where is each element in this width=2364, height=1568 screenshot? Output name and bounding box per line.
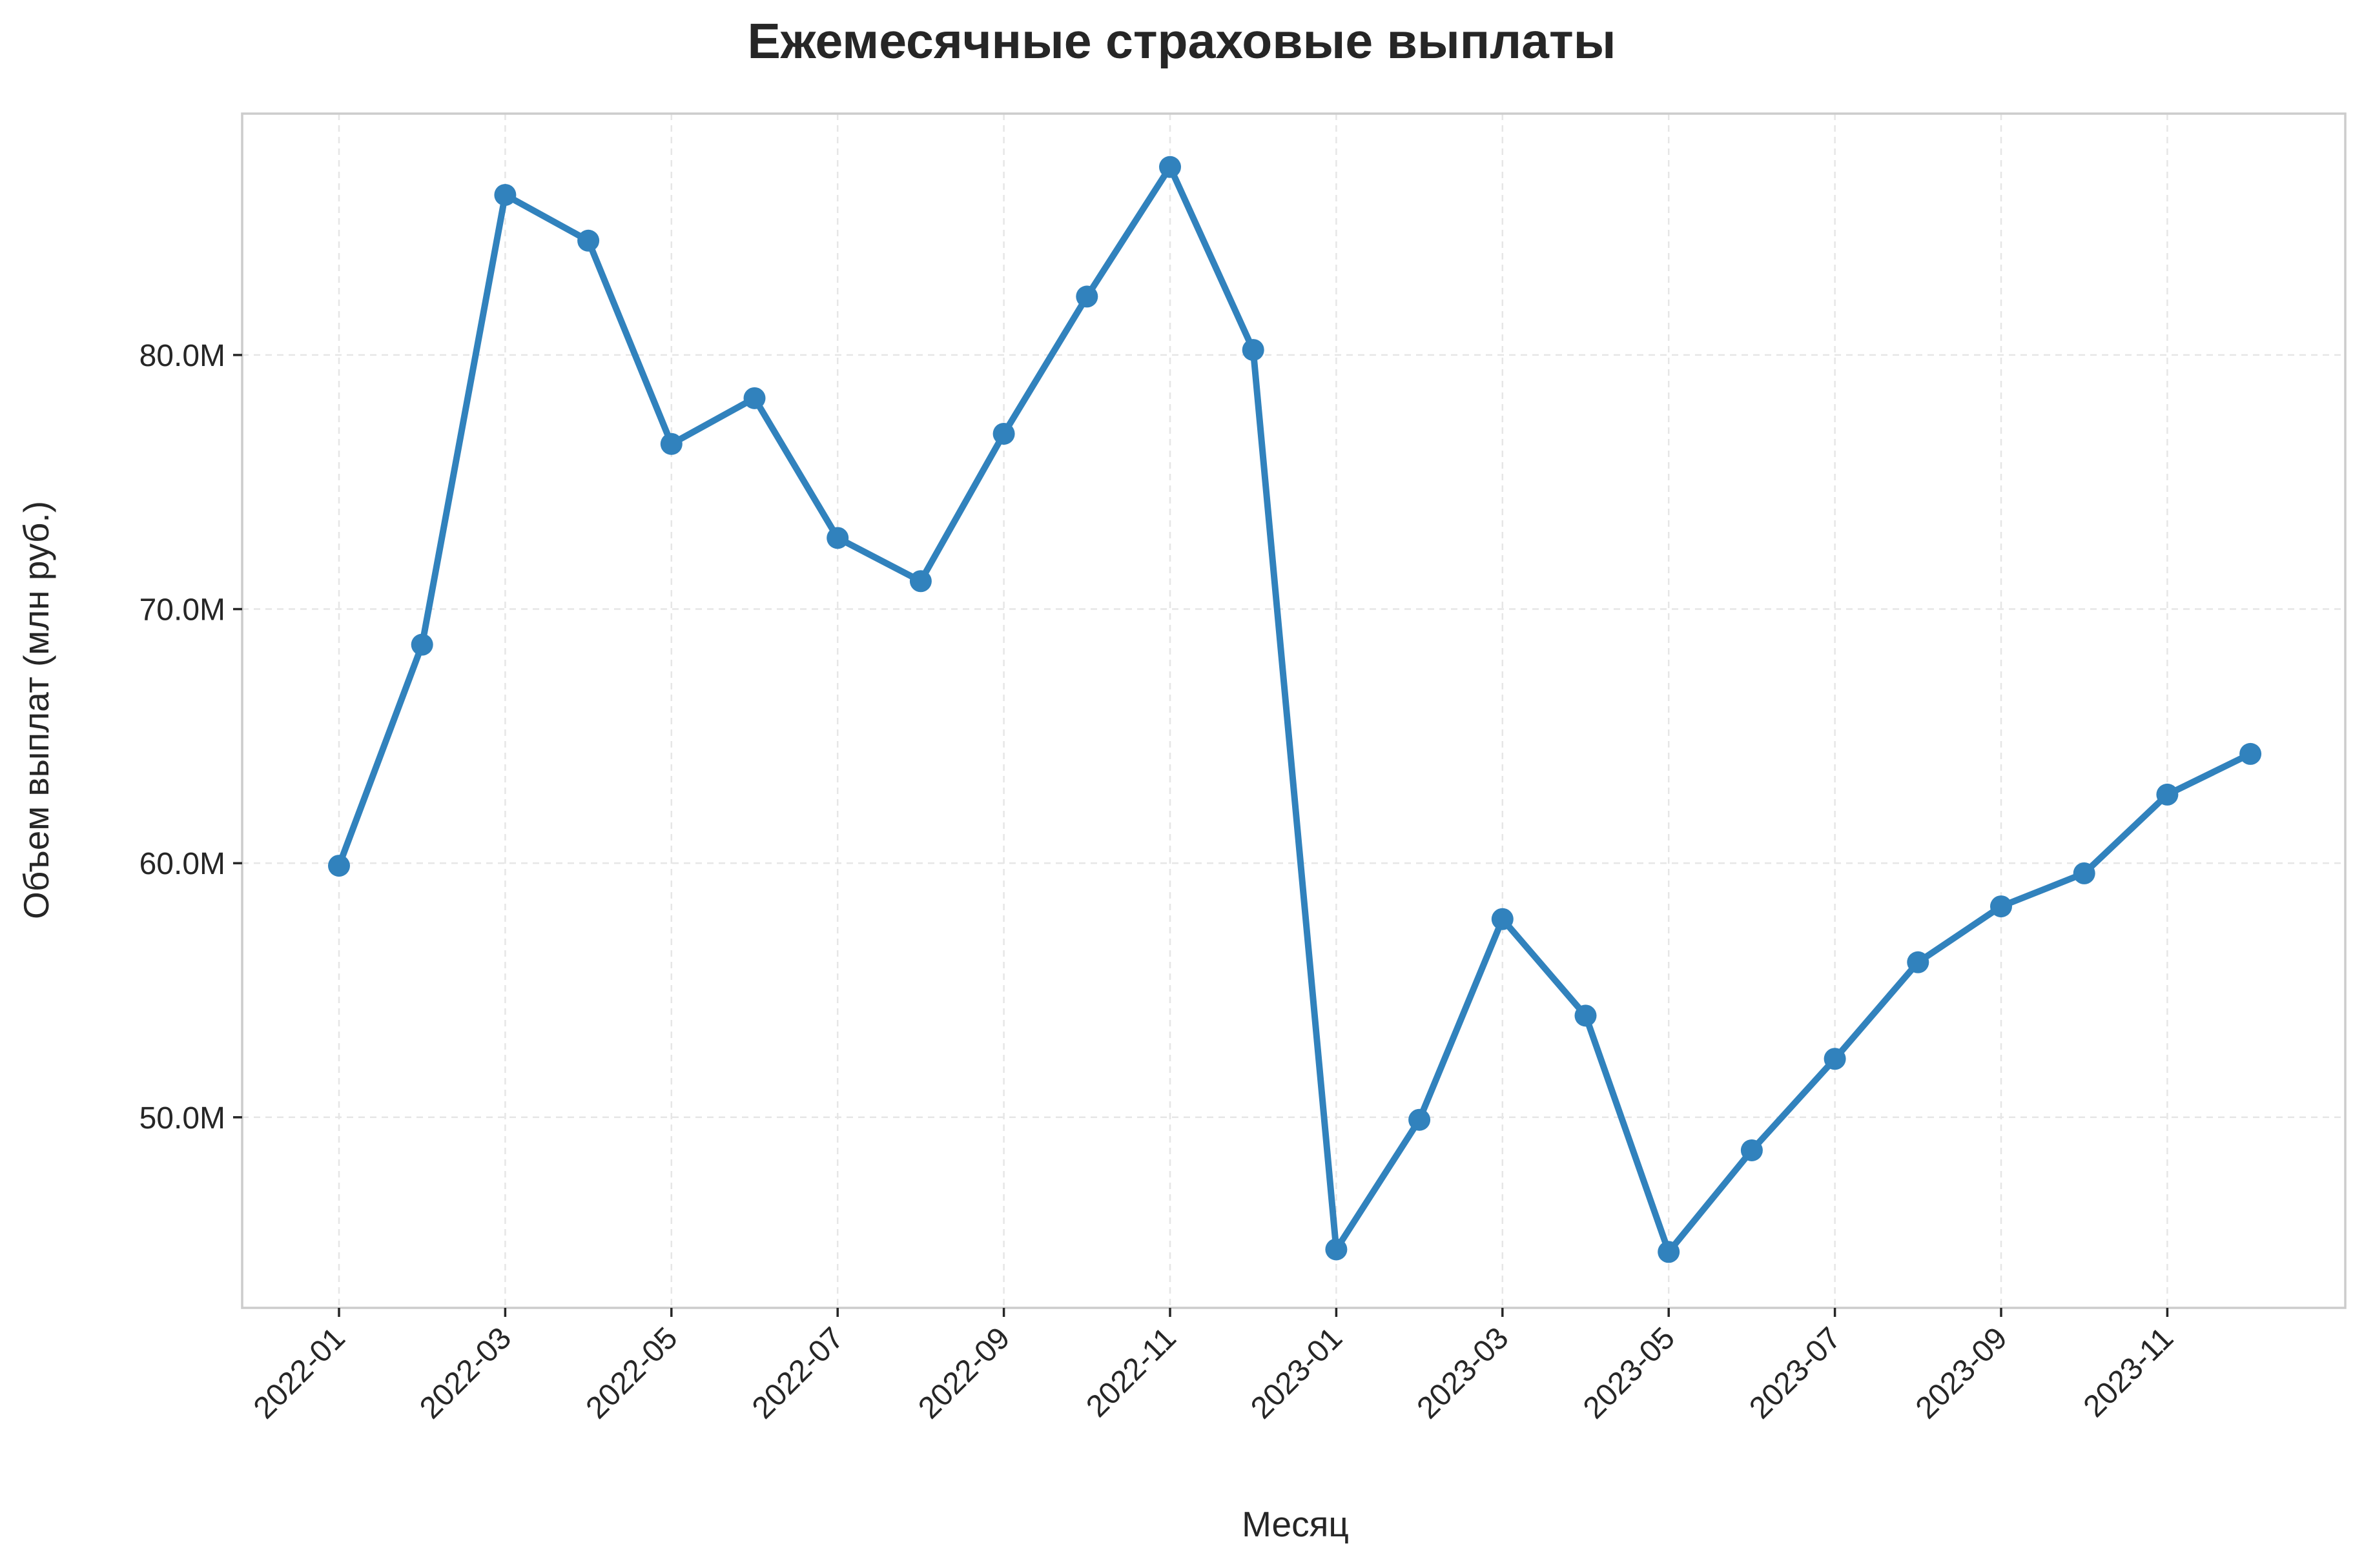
y-tick-label: 70.0M xyxy=(139,593,225,627)
data-point xyxy=(577,229,600,252)
grid xyxy=(242,114,2345,1308)
data-point xyxy=(909,570,932,593)
data-point xyxy=(1824,1048,1846,1070)
x-tick-label: 2022-01 xyxy=(247,1321,352,1425)
x-tick-label: 2023-05 xyxy=(1577,1321,1681,1425)
data-point xyxy=(1408,1108,1431,1131)
y-tick-label: 60.0M xyxy=(139,847,225,881)
x-tick-label: 2022-09 xyxy=(912,1321,1016,1425)
data-point xyxy=(660,433,683,455)
data-point xyxy=(1491,908,1514,930)
data-point xyxy=(494,183,517,206)
x-axis-label: Месяц xyxy=(1242,1504,1349,1544)
data-point xyxy=(1574,1004,1597,1027)
x-tick-label: 2023-11 xyxy=(2077,1321,2181,1424)
data-point xyxy=(1740,1139,1763,1161)
series-layer xyxy=(328,156,2262,1263)
data-point xyxy=(411,633,433,656)
x-tick-label: 2023-07 xyxy=(1743,1321,1847,1425)
data-point xyxy=(1159,156,1181,178)
x-tick-label: 2023-01 xyxy=(1244,1321,1349,1425)
x-tick-label: 2023-09 xyxy=(1909,1321,2014,1425)
x-tick-label: 2023-03 xyxy=(1411,1321,1516,1425)
data-point xyxy=(1990,895,2012,918)
data-point xyxy=(1907,951,1929,973)
x-tick-label: 2022-11 xyxy=(1080,1321,1183,1424)
data-point xyxy=(743,387,766,409)
data-point xyxy=(2156,783,2179,806)
data-point xyxy=(2239,742,2262,765)
data-point xyxy=(2073,862,2095,884)
data-point xyxy=(1076,285,1098,308)
y-axis-label: Объем выплат (млн руб.) xyxy=(16,501,56,919)
plot-frame xyxy=(241,112,2347,1309)
chart-title: Ежемесячные страховые выплаты xyxy=(748,14,1616,69)
data-point xyxy=(1242,339,1264,361)
x-tick-label: 2022-03 xyxy=(413,1321,518,1425)
data-point xyxy=(1658,1241,1680,1263)
y-tick-label: 50.0M xyxy=(139,1101,225,1135)
data-point xyxy=(1325,1238,1348,1261)
data-point xyxy=(827,527,849,549)
data-point xyxy=(328,855,350,877)
data-point xyxy=(992,422,1015,445)
y-tick-label: 80.0M xyxy=(139,339,225,373)
series-line xyxy=(336,163,2254,1256)
x-tick-label: 2022-07 xyxy=(746,1321,850,1425)
x-tick-label: 2022-05 xyxy=(580,1321,684,1425)
